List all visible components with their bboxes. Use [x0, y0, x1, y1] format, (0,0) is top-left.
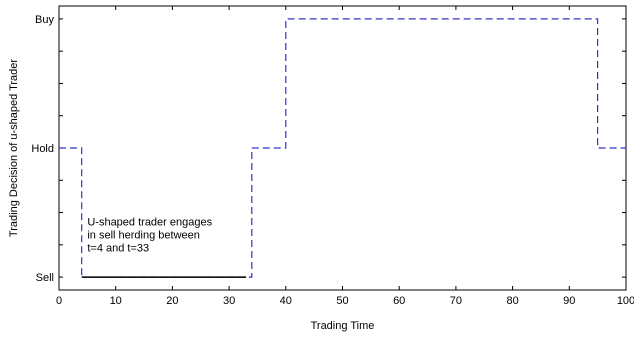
x-tick-label: 30 — [223, 295, 235, 307]
y-axis-label: Trading Decision of u-shaped Trader — [8, 59, 20, 237]
x-tick-label: 100 — [617, 295, 634, 307]
series-group — [59, 18, 626, 278]
tick-group: 0 10 20 30 40 50 60 70 80 90 100 Sell Hold Buy — [31, 6, 634, 307]
x-tick-label: 40 — [280, 295, 292, 307]
plot-area — [58, 5, 627, 291]
y-tick-label: Hold — [31, 143, 54, 155]
x-tick-label: 60 — [393, 295, 405, 307]
x-tick-label: 0 — [56, 295, 62, 307]
x-tick-label: 90 — [563, 295, 575, 307]
x-tick-label: 50 — [336, 295, 348, 307]
x-tick-label: 80 — [506, 295, 518, 307]
y-tick-label: Sell — [36, 272, 54, 284]
x-axis-label: Trading Time — [311, 320, 375, 332]
x-tick-label: 70 — [450, 295, 462, 307]
series-line-1 — [59, 18, 626, 278]
x-tick-label: 10 — [110, 295, 122, 307]
annotation-line: in sell herding between — [87, 229, 200, 241]
x-tick-label: 20 — [166, 295, 178, 307]
annotation-line: U-shaped trader engages — [87, 216, 212, 228]
annotation-line: t=4 and t=33 — [87, 242, 149, 254]
y-tick-label: Buy — [35, 14, 54, 26]
